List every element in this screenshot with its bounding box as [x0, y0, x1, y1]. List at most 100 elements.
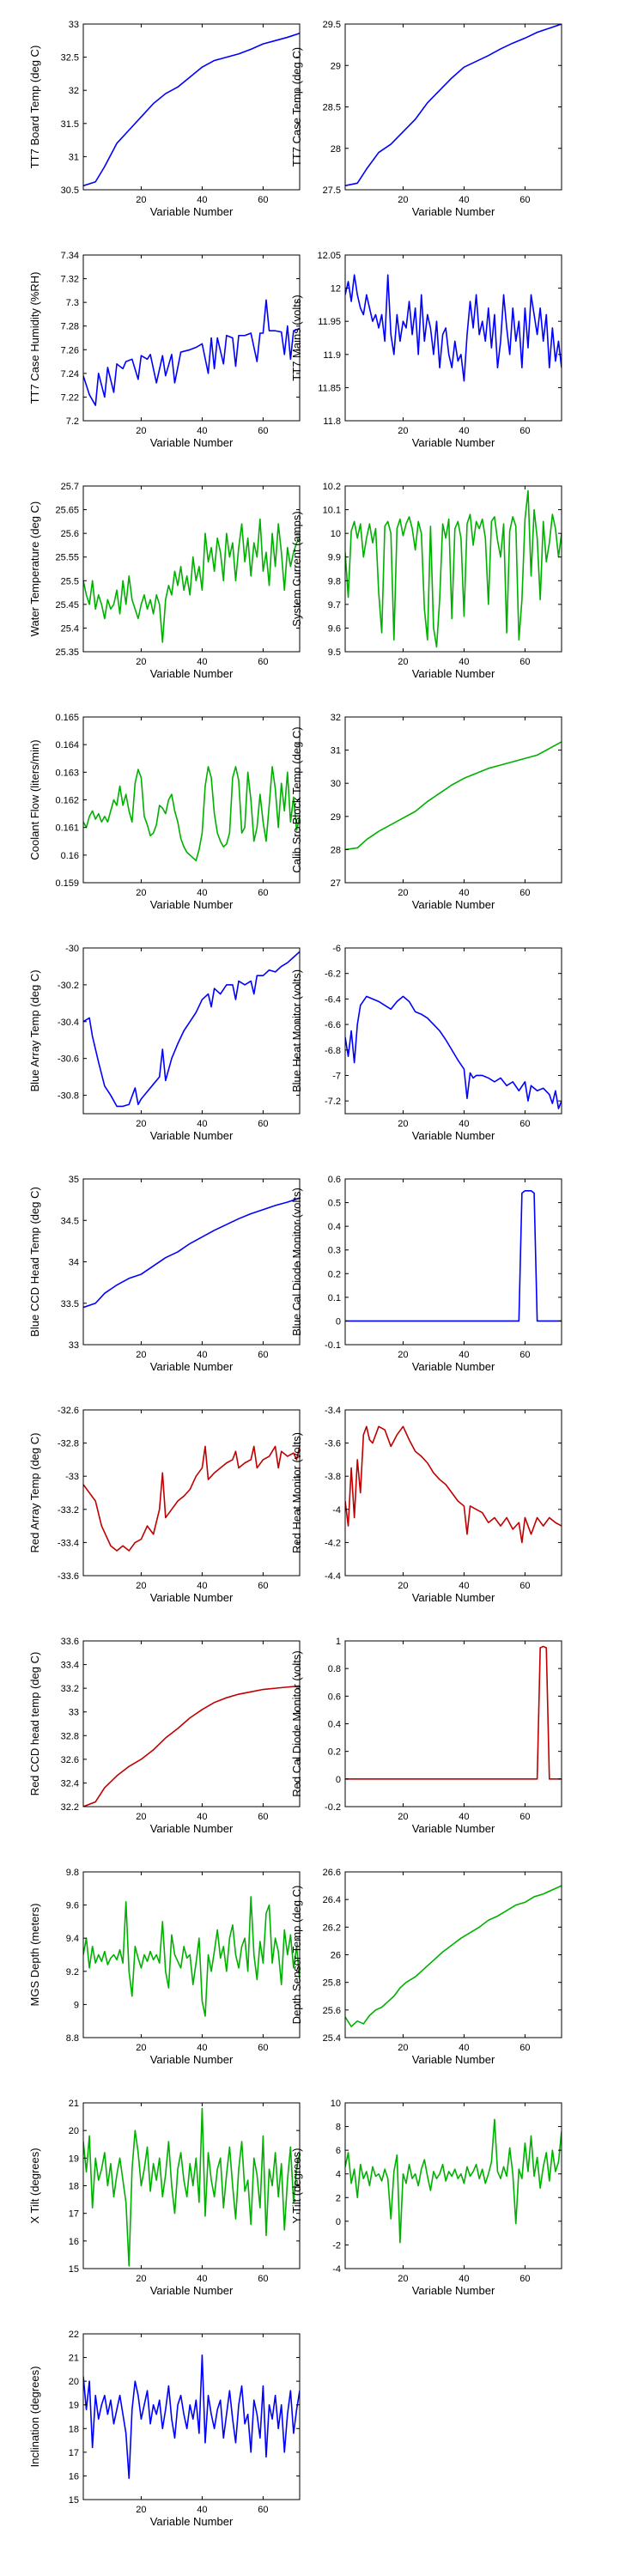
y-tick-label: 32.2 [61, 1802, 79, 1813]
y-axis-label: System Current (amps) [290, 511, 303, 626]
y-tick-label: 31.5 [61, 119, 79, 130]
y-tick-label: 17 [69, 2209, 79, 2220]
x-tick-label: 40 [197, 888, 207, 898]
x-tick-label: 60 [258, 1812, 268, 1822]
y-tick-label: 25.65 [55, 506, 79, 516]
y-tick-label: 25.4 [61, 623, 79, 634]
y-tick-label: -30.2 [58, 981, 79, 991]
chart-panel: 33 33.5 34 34.5 35 20 40 60 Variable Number Blue … [28, 1175, 301, 1373]
chart-panel: -7.2 -7 -6.8 -6.6 -6.4 -6.2 -6 20 40 60 Variable N… [290, 944, 562, 1142]
chart-panel: 11.8 11.85 11.9 11.95 12 12.05 20 40 60 Variable … [290, 251, 562, 449]
x-tick-label: 60 [258, 657, 268, 667]
chart-panel: 30.5 31 31.5 32 32.5 33 20 40 60 Variable Number T… [28, 20, 301, 218]
y-tick-label: 29 [331, 812, 341, 823]
axes-frame [82, 1409, 301, 1577]
y-tick-label: 10.1 [323, 506, 341, 516]
y-tick-label: 9.7 [328, 600, 341, 611]
y-tick-label: 15 [69, 2264, 79, 2275]
chart-panel: 8.8 9 9.2 9.4 9.6 9.8 20 40 60 Variable Number MGS… [28, 1868, 301, 2066]
x-axis-label: Variable Number [412, 436, 495, 449]
y-tick-label: 8 [336, 2123, 341, 2133]
y-tick-label: 0.16 [61, 851, 79, 861]
x-tick-label: 60 [258, 1350, 268, 1360]
series-line [345, 1189, 562, 1322]
chart-panel: -4 -2 0 2 4 6 8 10 20 40 60 Variable Number Y Tilt (… [290, 2099, 562, 2297]
x-tick-label: 20 [398, 1812, 408, 1822]
x-tick-label: 40 [459, 1350, 469, 1360]
x-tick-label: 60 [519, 426, 530, 436]
axes-frame [82, 947, 301, 1115]
y-axis-label: X Tilt (degrees) [28, 2148, 41, 2223]
x-tick-label: 20 [398, 1350, 408, 1360]
y-axis-label: MGS Depth (meters) [28, 1904, 41, 2007]
x-axis-label: Variable Number [412, 1822, 495, 1835]
y-tick-label: -4 [332, 1505, 341, 1516]
x-tick-label: 20 [136, 195, 146, 205]
x-axis-label: Variable Number [150, 205, 234, 218]
x-tick-label: 20 [398, 1581, 408, 1591]
series-line [83, 951, 300, 1108]
y-tick-label: 0.159 [55, 878, 79, 889]
y-tick-label: 0.162 [55, 796, 79, 806]
x-tick-label: 60 [519, 1812, 530, 1822]
y-tick-label: 7.28 [61, 322, 79, 332]
y-tick-label: 29 [331, 61, 341, 71]
y-axis-label: Red CCD head temp (deg C) [28, 1652, 41, 1796]
y-tick-label: 9.4 [66, 1934, 79, 1944]
y-tick-label: -6.6 [325, 1020, 341, 1030]
y-tick-label: 11.8 [323, 416, 341, 427]
x-tick-label: 60 [519, 195, 530, 205]
y-tick-label: 0.5 [328, 1199, 341, 1209]
axes-frame [82, 23, 301, 191]
x-axis-label: Variable Number [412, 2053, 495, 2066]
y-tick-label: 9.6 [328, 623, 341, 634]
x-tick-label: 20 [398, 195, 408, 205]
y-tick-label: 11.95 [318, 317, 341, 327]
axes-frame [82, 1178, 301, 1346]
y-tick-label: 11.85 [318, 383, 341, 393]
y-tick-label: -6.4 [325, 994, 341, 1005]
x-tick-label: 20 [136, 426, 146, 436]
x-tick-label: 40 [197, 657, 207, 667]
y-tick-label: 16 [69, 2237, 79, 2247]
y-tick-label: 10 [331, 529, 341, 539]
y-tick-label: 10.2 [323, 482, 341, 492]
axes-frame [344, 485, 562, 653]
x-axis-label: Variable Number [150, 1822, 234, 1835]
y-tick-label: 29.5 [323, 20, 341, 30]
x-tick-label: 60 [258, 1119, 268, 1129]
x-tick-label: 40 [197, 1812, 207, 1822]
y-tick-label: 26.6 [323, 1868, 341, 1878]
y-tick-label: 30.5 [61, 185, 79, 196]
y-tick-label: 34.5 [61, 1216, 79, 1226]
series-line [345, 1425, 562, 1544]
y-tick-label: 21 [69, 2354, 79, 2364]
y-tick-label: 12 [331, 284, 341, 295]
y-tick-label: 25.4 [323, 2033, 341, 2044]
y-tick-label: 33.6 [61, 1637, 79, 1647]
y-tick-label: 9 [74, 2000, 79, 2010]
axes-frame [344, 1871, 562, 2038]
x-tick-label: 40 [197, 195, 207, 205]
axes-frame [82, 254, 301, 422]
series-line [345, 1885, 562, 2027]
y-tick-label: 0.6 [328, 1692, 341, 1702]
series-line [345, 2118, 562, 2244]
x-tick-label: 20 [398, 426, 408, 436]
x-axis-label: Variable Number [412, 1591, 495, 1604]
chart-panel: -0.1 0 0.1 0.2 0.3 0.4 0.5 0.6 20 40 60 Variable Nu… [290, 1175, 562, 1373]
x-tick-label: 20 [136, 1812, 146, 1822]
x-tick-label: 60 [258, 2043, 268, 2053]
x-tick-label: 20 [398, 1119, 408, 1129]
y-axis-label: TT7 Case Temp (deg C) [290, 47, 303, 167]
chart-panel: -30.8 -30.6 -30.4 -30.2 -30 20 40 60 Variable Nu… [28, 944, 301, 1142]
y-tick-label: 9.5 [328, 647, 341, 658]
axes-frame [82, 1640, 301, 1807]
y-tick-label: -4.2 [325, 1538, 341, 1548]
x-tick-label: 40 [459, 1812, 469, 1822]
x-tick-label: 20 [136, 1581, 146, 1591]
y-tick-label: 34 [69, 1258, 79, 1268]
series-line [83, 766, 300, 862]
series-line [83, 1685, 300, 1807]
x-tick-label: 40 [197, 2274, 207, 2284]
